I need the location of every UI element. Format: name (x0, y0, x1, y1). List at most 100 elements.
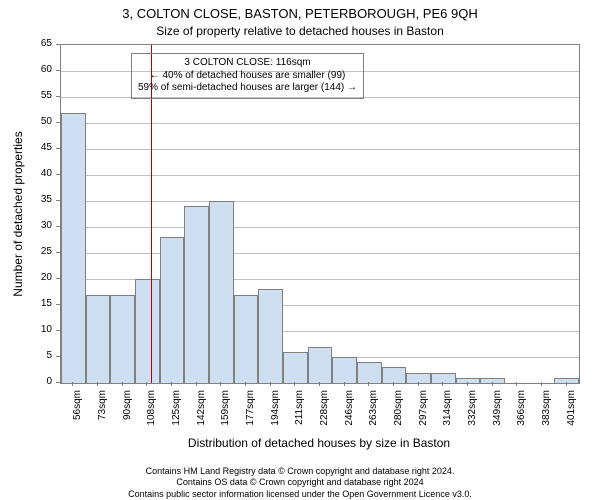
xtick-label: 383sqm (541, 390, 552, 440)
gridline (61, 201, 579, 202)
xtick-mark (442, 382, 443, 386)
chart-title: 3, COLTON CLOSE, BASTON, PETERBOROUGH, P… (0, 6, 600, 21)
xtick-mark (344, 382, 345, 386)
gridline (61, 175, 579, 176)
bar (184, 206, 209, 383)
bar (258, 289, 283, 383)
footer-line: Contains public sector information licen… (0, 489, 600, 500)
ytick-mark (56, 304, 60, 305)
xtick-label: 90sqm (122, 390, 133, 440)
xtick-mark (245, 382, 246, 386)
xtick-mark (196, 382, 197, 386)
ytick-mark (56, 174, 60, 175)
xtick-label: 159sqm (220, 390, 231, 440)
gridline (61, 123, 579, 124)
gridline (61, 253, 579, 254)
xtick-mark (171, 382, 172, 386)
ytick-mark (56, 122, 60, 123)
xtick-label: 349sqm (492, 390, 503, 440)
ytick-mark (56, 44, 60, 45)
xtick-mark (294, 382, 295, 386)
xtick-mark (393, 382, 394, 386)
ytick-label: 5 (0, 350, 52, 361)
bar (61, 113, 86, 383)
xtick-label: 73sqm (97, 390, 108, 440)
bar (110, 295, 135, 383)
footer-line: Contains HM Land Registry data © Crown c… (0, 466, 600, 477)
ytick-label: 60 (0, 64, 52, 75)
annot-line: 3 COLTON CLOSE: 116sqm (138, 57, 357, 70)
xtick-label: 246sqm (344, 390, 355, 440)
xtick-label: 366sqm (516, 390, 527, 440)
xtick-mark (418, 382, 419, 386)
xtick-mark (566, 382, 567, 386)
bar (234, 295, 259, 383)
xtick-mark (368, 382, 369, 386)
ytick-label: 45 (0, 142, 52, 153)
ytick-label: 0 (0, 376, 52, 387)
ytick-label: 10 (0, 324, 52, 335)
ytick-label: 50 (0, 116, 52, 127)
bar (86, 295, 111, 383)
chart-subtitle: Size of property relative to detached ho… (0, 24, 600, 38)
bar (332, 357, 357, 383)
bar (431, 373, 456, 383)
ytick-mark (56, 252, 60, 253)
gridline (61, 227, 579, 228)
ytick-label: 65 (0, 38, 52, 49)
xtick-mark (146, 382, 147, 386)
bar (209, 201, 234, 383)
xtick-label: 297sqm (418, 390, 429, 440)
ytick-mark (56, 96, 60, 97)
bar (406, 373, 431, 383)
xtick-label: 228sqm (319, 390, 330, 440)
ytick-mark (56, 356, 60, 357)
ytick-mark (56, 330, 60, 331)
ytick-label: 30 (0, 220, 52, 231)
xtick-label: 280sqm (393, 390, 404, 440)
xtick-label: 108sqm (146, 390, 157, 440)
xtick-label: 314sqm (442, 390, 453, 440)
footer-line: Contains OS data © Crown copyright and d… (0, 477, 600, 488)
xtick-label: 332sqm (467, 390, 478, 440)
gridline (61, 149, 579, 150)
xtick-label: 263sqm (368, 390, 379, 440)
ytick-mark (56, 226, 60, 227)
bar (357, 362, 382, 383)
annot-line: ← 40% of detached houses are smaller (99… (138, 70, 357, 83)
xtick-label: 194sqm (270, 390, 281, 440)
xtick-mark (492, 382, 493, 386)
xtick-mark (467, 382, 468, 386)
xtick-mark (319, 382, 320, 386)
xtick-mark (72, 382, 73, 386)
ytick-label: 55 (0, 90, 52, 101)
annotation-box: 3 COLTON CLOSE: 116sqm← 40% of detached … (131, 53, 364, 99)
xtick-mark (516, 382, 517, 386)
y-axis-label: Number of detached properties (11, 45, 25, 383)
xtick-mark (122, 382, 123, 386)
bar (160, 237, 185, 383)
bar (554, 378, 579, 383)
bar (308, 347, 333, 383)
ytick-label: 20 (0, 272, 52, 283)
plot-area: 3 COLTON CLOSE: 116sqm← 40% of detached … (60, 44, 580, 384)
ytick-mark (56, 278, 60, 279)
xtick-label: 177sqm (245, 390, 256, 440)
xtick-mark (541, 382, 542, 386)
ytick-label: 15 (0, 298, 52, 309)
xtick-label: 56sqm (72, 390, 83, 440)
bar (382, 367, 407, 383)
ytick-mark (56, 382, 60, 383)
bar (283, 352, 308, 383)
xtick-mark (220, 382, 221, 386)
ytick-label: 40 (0, 168, 52, 179)
xtick-label: 211sqm (294, 390, 305, 440)
xtick-label: 401sqm (566, 390, 577, 440)
ytick-mark (56, 70, 60, 71)
ytick-mark (56, 200, 60, 201)
x-axis-label: Distribution of detached houses by size … (60, 436, 578, 450)
footer: Contains HM Land Registry data © Crown c… (0, 466, 600, 500)
ytick-label: 35 (0, 194, 52, 205)
xtick-label: 142sqm (196, 390, 207, 440)
ytick-mark (56, 148, 60, 149)
